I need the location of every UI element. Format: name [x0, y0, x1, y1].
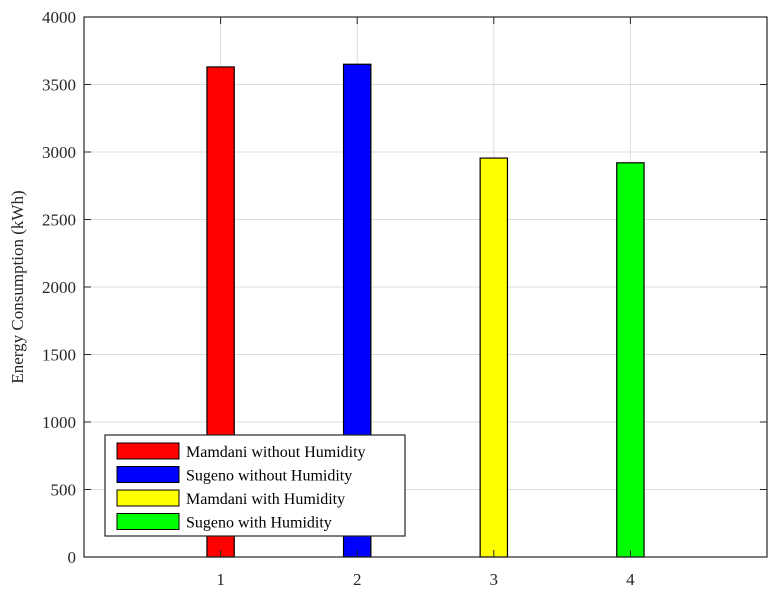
y-tick-label: 1000 [42, 413, 76, 432]
legend-swatch [116, 489, 180, 507]
y-tick-label: 2000 [42, 278, 76, 297]
y-tick-label: 3000 [42, 143, 76, 162]
y-tick-label: 500 [51, 481, 77, 500]
legend: Mamdani without Humidity Sugeno without H… [104, 434, 406, 537]
y-axis-label: Energy Consumption (kWh) [8, 190, 27, 383]
legend-label: Sugeno without Humidity [186, 468, 352, 485]
y-tick-label: 2500 [42, 211, 76, 230]
legend-label: Mamdani without Humidity [186, 444, 366, 461]
x-axis-ticks: 1 2 3 4 [216, 17, 635, 589]
legend-label: Mamdani with Humidity [186, 491, 345, 508]
x-tick-label: 1 [216, 570, 225, 589]
bar [479, 157, 509, 558]
y-tick-label: 3500 [42, 76, 76, 95]
legend-swatch [116, 442, 180, 460]
x-tick-label: 4 [626, 570, 635, 589]
x-tick-label: 3 [490, 570, 499, 589]
x-tick-label: 2 [353, 570, 362, 589]
legend-swatch [116, 466, 180, 483]
y-tick-label: 4000 [42, 8, 76, 27]
bar [616, 162, 645, 558]
legend-swatch [116, 513, 180, 530]
y-tick-label: 0 [68, 548, 77, 567]
y-axis-ticks: 0 500 1000 1500 2000 2500 3000 3500 4000 [42, 8, 767, 567]
legend-label: Sugeno with Humidity [186, 515, 332, 532]
y-tick-label: 1500 [42, 346, 76, 365]
